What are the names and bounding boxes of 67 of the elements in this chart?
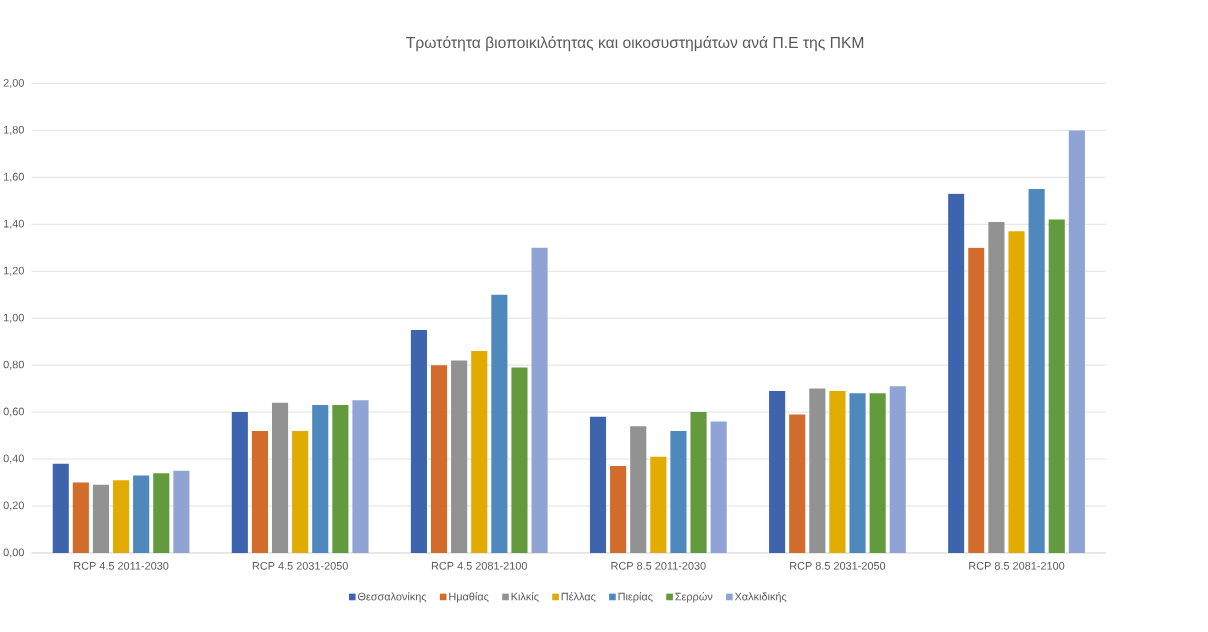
bar <box>231 412 248 554</box>
bar <box>670 431 687 554</box>
bar <box>531 247 548 554</box>
y-tick-label: 0,00 <box>3 548 24 558</box>
y-tick-label: 2,00 <box>3 79 24 89</box>
legend-label: Πέλλας <box>561 592 596 603</box>
bar <box>849 393 866 554</box>
bar <box>948 193 965 554</box>
bar <box>113 480 130 554</box>
bar <box>271 402 289 554</box>
bar <box>352 400 369 554</box>
bar <box>589 416 607 554</box>
x-tick-label: RCP 8.5 2031-2050 <box>790 562 886 570</box>
bar <box>511 367 528 554</box>
bar <box>491 294 508 554</box>
y-tick-label: 1,60 <box>3 173 24 183</box>
y-tick-label: 1,40 <box>3 219 24 229</box>
y-tick-label: 0,40 <box>3 454 24 464</box>
bar <box>610 466 627 554</box>
bar <box>809 388 826 554</box>
y-tick-label: 1,00 <box>3 313 24 323</box>
bar <box>471 351 488 554</box>
chart-title: Τρωτότητα βιοποικιλότητας και οικοσυστημάτων ανά Π.Ε της ΠΚΜ <box>406 36 864 52</box>
legend-label: Κιλκίς <box>511 592 539 603</box>
bar <box>789 414 806 554</box>
legend-label: Θεσσαλονίκης <box>357 592 427 603</box>
legend-label: Πιερίας <box>618 592 653 603</box>
bar <box>133 475 150 554</box>
bar <box>173 470 190 554</box>
bar <box>92 485 110 554</box>
y-tick-label: 0,20 <box>3 501 24 511</box>
bar <box>650 456 667 554</box>
bar <box>52 463 69 554</box>
y-tick-label: 0,80 <box>3 360 24 370</box>
bar <box>1068 130 1085 554</box>
bar <box>332 405 349 554</box>
x-tick-label: RCP 4.5 2011-2030 <box>74 562 169 570</box>
bar <box>153 473 170 554</box>
bar <box>312 405 329 554</box>
bar <box>988 222 1005 554</box>
legend-label: Χαλκιδικής <box>734 592 787 603</box>
bar <box>630 426 647 554</box>
bar <box>1008 231 1025 554</box>
y-tick-label: 1,20 <box>3 266 24 276</box>
bar <box>690 412 707 554</box>
bar <box>251 431 268 554</box>
bar <box>710 421 727 554</box>
legend-label: Σερρών <box>675 592 713 603</box>
bar <box>829 391 846 554</box>
y-tick-label: 1,80 <box>3 126 24 136</box>
bar <box>1048 219 1065 554</box>
bar <box>451 360 468 554</box>
x-tick-label: RCP 4.5 2081-2100 <box>431 562 528 570</box>
bar <box>769 391 786 554</box>
legend-label: Ημαθίας <box>449 592 489 603</box>
bar <box>72 482 89 554</box>
bar <box>410 330 427 554</box>
bar <box>869 393 886 554</box>
bar <box>1028 189 1045 554</box>
x-tick-label: RCP 8.5 2081-2100 <box>969 562 1065 570</box>
x-tick-label: RCP 8.5 2011-2030 <box>611 562 706 570</box>
bar <box>968 247 985 554</box>
bar <box>889 386 906 554</box>
y-tick-label: 0,60 <box>3 407 24 417</box>
x-tick-label: RCP 4.5 2031-2050 <box>252 562 348 570</box>
bar <box>430 365 448 554</box>
bar <box>292 431 309 554</box>
